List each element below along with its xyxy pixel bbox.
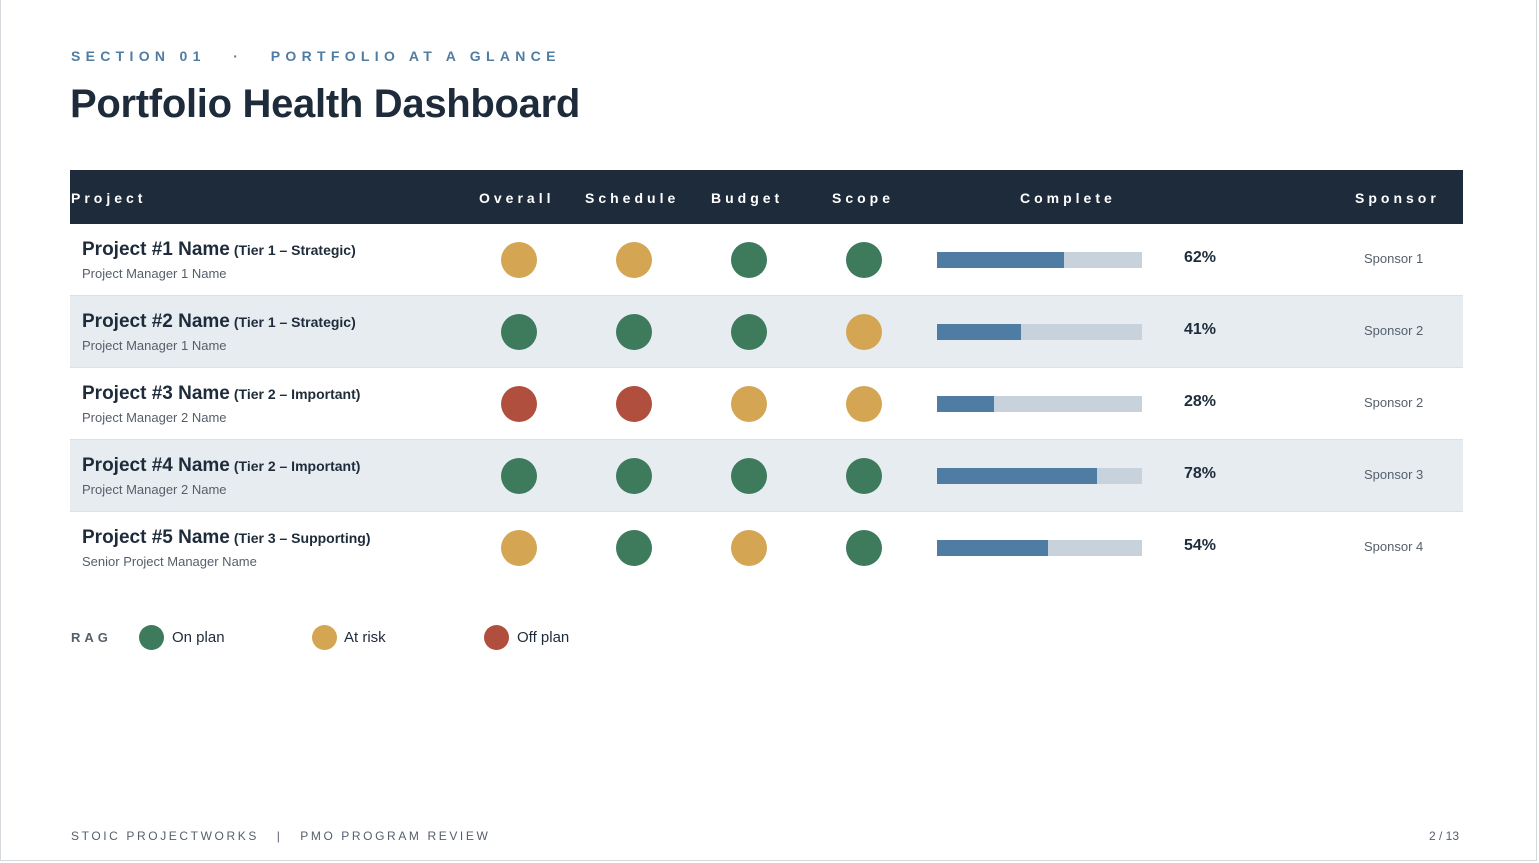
project-manager: Project Manager 2 Name [82, 410, 227, 425]
project-manager: Project Manager 1 Name [82, 266, 227, 281]
column-header-complete: Complete [1020, 190, 1116, 206]
project-name: Project #3 Name (Tier 2 – Important) [82, 383, 360, 405]
budget-status-dot [731, 242, 767, 278]
legend-title: RAG [71, 630, 112, 645]
project-name: Project #5 Name (Tier 3 – Supporting) [82, 527, 371, 549]
table-row: Project #4 Name (Tier 2 – Important) Proje… [70, 440, 1463, 512]
progress-bar [937, 468, 1142, 484]
progress-bar-fill [937, 324, 1022, 340]
overall-status-dot [501, 530, 537, 566]
table-body: Project #1 Name (Tier 1 – Strategic) Proje… [70, 224, 1463, 583]
section-eyebrow: SECTION 01 · PORTFOLIO AT A GLANCE [71, 48, 561, 64]
complete-percent: 62% [1184, 249, 1217, 266]
schedule-status-dot [616, 458, 652, 494]
footer-text: STOIC PROJECTWORKS | PMO PROGRAM REVIEW [71, 829, 491, 843]
overall-status-dot [501, 386, 537, 422]
schedule-status-dot [616, 386, 652, 422]
table-row: Project #1 Name (Tier 1 – Strategic) Proje… [70, 224, 1463, 296]
table-row: Project #2 Name (Tier 1 – Strategic) Proje… [70, 296, 1463, 368]
progress-bar [937, 540, 1142, 556]
project-title: Project #4 Name [82, 455, 230, 476]
column-header-schedule: Schedule [585, 190, 680, 206]
sponsor-name: Sponsor 2 [1364, 395, 1424, 410]
schedule-status-dot [616, 530, 652, 566]
budget-status-dot [731, 314, 767, 350]
scope-status-dot [846, 386, 882, 422]
project-tier: (Tier 2 – Important) [233, 386, 361, 402]
complete-percent: 28% [1184, 393, 1217, 410]
legend-at-risk-label: At risk [344, 629, 386, 646]
legend-on-plan-label: On plan [172, 629, 225, 646]
scope-status-dot [846, 314, 882, 350]
progress-bar-fill [937, 540, 1048, 556]
budget-status-dot [731, 386, 767, 422]
page-title: Portfolio Health Dashboard [70, 82, 581, 126]
progress-bar-fill [937, 252, 1065, 268]
project-manager: Project Manager 2 Name [82, 482, 227, 497]
budget-status-dot [731, 458, 767, 494]
complete-percent: 54% [1184, 537, 1217, 554]
table-header: Project Overall Schedule Budget Scope Co… [70, 170, 1463, 224]
progress-bar-fill [937, 468, 1097, 484]
scope-status-dot [846, 458, 882, 494]
project-tier: (Tier 2 – Important) [233, 458, 361, 474]
page-number: 2 / 13 [1428, 829, 1459, 843]
project-title: Project #2 Name [82, 311, 230, 332]
project-manager: Senior Project Manager Name [82, 554, 257, 569]
overall-status-dot [501, 242, 537, 278]
complete-percent: 78% [1184, 465, 1217, 482]
column-header-project: Project [71, 190, 147, 206]
scope-status-dot [846, 530, 882, 566]
project-title: Project #5 Name [82, 527, 230, 548]
column-header-overall: Overall [479, 190, 555, 206]
project-tier: (Tier 1 – Strategic) [233, 242, 356, 258]
project-manager: Project Manager 1 Name [82, 338, 227, 353]
legend-red-dot [484, 625, 509, 650]
sponsor-name: Sponsor 3 [1364, 467, 1424, 482]
progress-bar [937, 396, 1142, 412]
table-row: Project #3 Name (Tier 2 – Important) Proje… [70, 368, 1463, 440]
progress-bar-fill [937, 396, 995, 412]
rag-legend: RAG On plan At risk Off plan [71, 625, 771, 651]
budget-status-dot [731, 530, 767, 566]
column-header-scope: Scope [832, 190, 895, 206]
legend-off-plan-label: Off plan [517, 629, 570, 646]
complete-percent: 41% [1184, 321, 1217, 338]
project-tier: (Tier 1 – Strategic) [233, 314, 356, 330]
sponsor-name: Sponsor 2 [1364, 323, 1424, 338]
project-tier: (Tier 3 – Supporting) [233, 530, 371, 546]
progress-bar [937, 252, 1142, 268]
project-title: Project #1 Name [82, 239, 230, 260]
table-row: Project #5 Name (Tier 3 – Supporting) Seni… [70, 512, 1463, 583]
overall-status-dot [501, 314, 537, 350]
project-title: Project #3 Name [82, 383, 230, 404]
sponsor-name: Sponsor 4 [1364, 539, 1424, 554]
column-header-budget: Budget [711, 190, 784, 206]
sponsor-name: Sponsor 1 [1364, 251, 1424, 266]
project-name: Project #1 Name (Tier 1 – Strategic) [82, 239, 356, 261]
scope-status-dot [846, 242, 882, 278]
project-name: Project #4 Name (Tier 2 – Important) [82, 455, 360, 477]
column-header-sponsor: Sponsor [1355, 190, 1440, 206]
progress-bar [937, 324, 1142, 340]
schedule-status-dot [616, 314, 652, 350]
project-name: Project #2 Name (Tier 1 – Strategic) [82, 311, 356, 333]
overall-status-dot [501, 458, 537, 494]
portfolio-table: Project Overall Schedule Budget Scope Co… [70, 170, 1463, 583]
legend-amber-dot [312, 625, 337, 650]
schedule-status-dot [616, 242, 652, 278]
legend-green-dot [139, 625, 164, 650]
